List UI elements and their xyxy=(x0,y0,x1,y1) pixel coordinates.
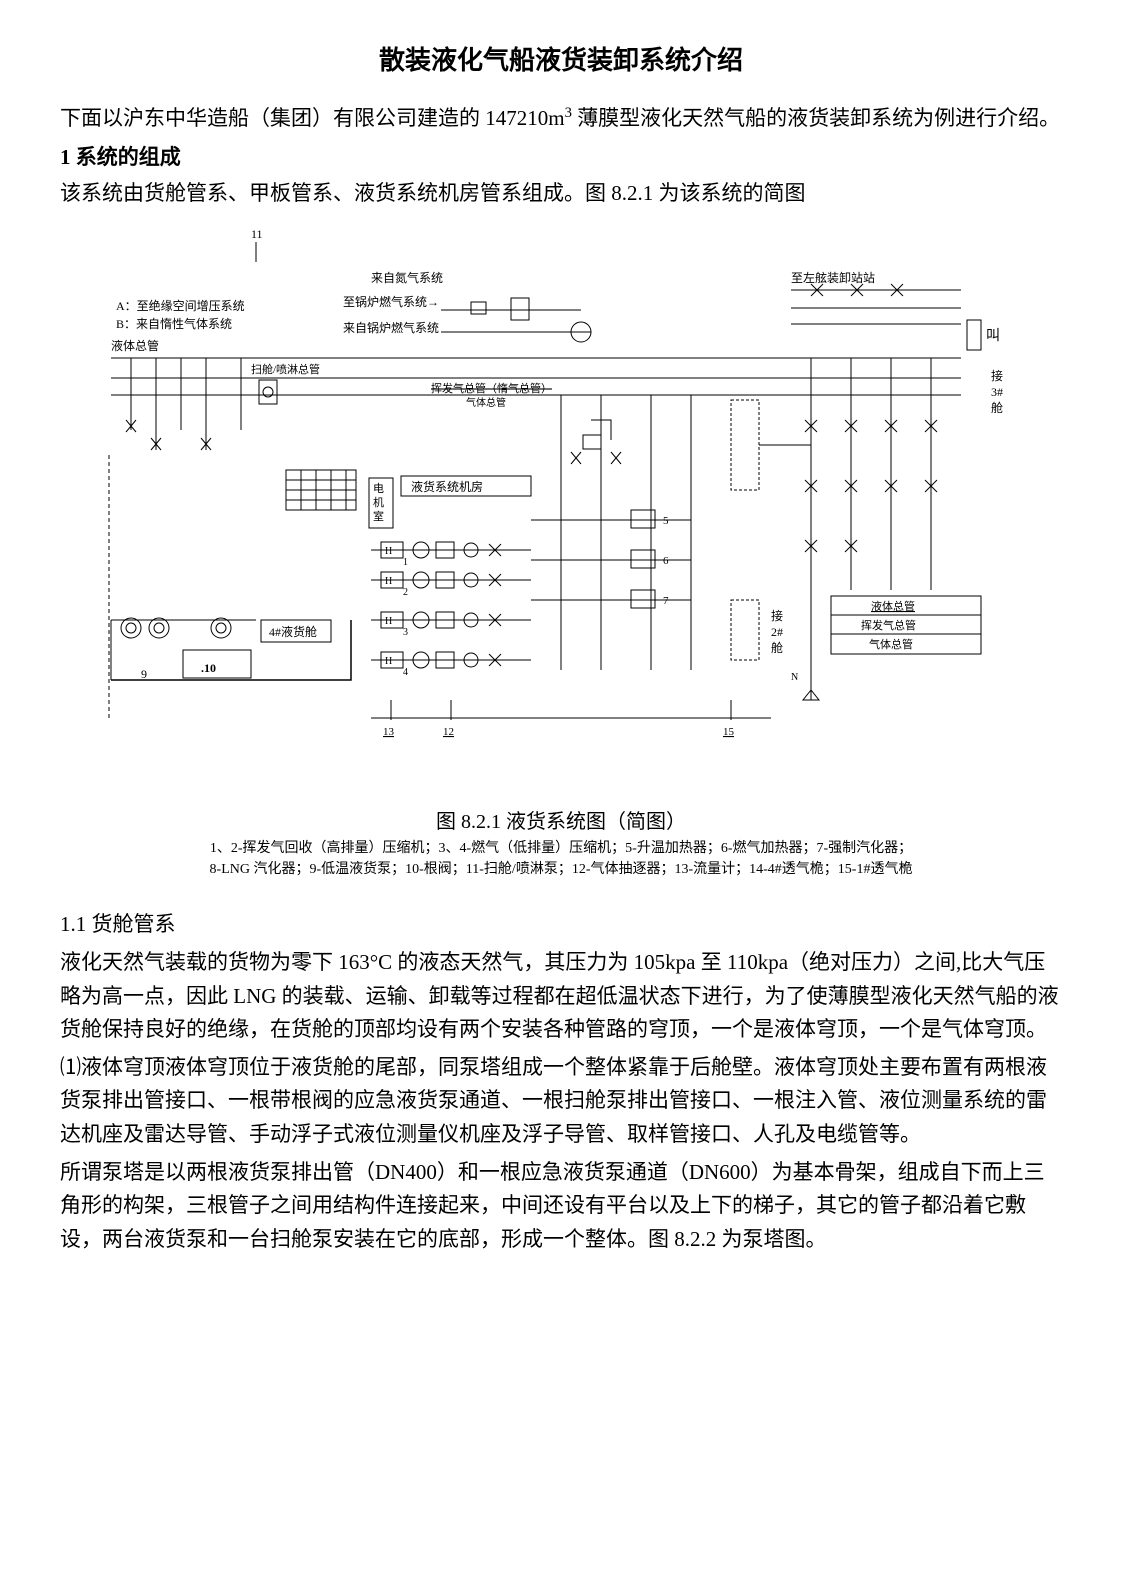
page-title: 散装液化气船液货装卸系统介绍 xyxy=(60,40,1062,82)
section-1-1-p3: 所谓泵塔是以两根液货泵排出管（DN400）和一根应急液货泵通道（DN600）为基… xyxy=(60,1156,1062,1257)
intro-text-2: 薄膜型液化天然气船的液货装卸系统为例进行介绍。 xyxy=(572,106,1060,130)
diag-label-liquidmain2: 液体总管 xyxy=(871,599,915,613)
svg-text:舱: 舱 xyxy=(991,401,1003,415)
svg-text:15: 15 xyxy=(723,726,735,738)
cargo-system-diagram: 11 来自氮气系统 至左舷装卸站站 A：至绝缘空间增压系统 B：来自惰性气体系统… xyxy=(91,220,1031,810)
diag-label-elec2: 机 xyxy=(373,495,384,509)
diag-label-room: 液货系统机房 xyxy=(411,479,483,494)
svg-text:2#: 2# xyxy=(771,625,783,639)
intro-sup: 3 xyxy=(565,105,572,121)
diag-label-jiao: 叫 xyxy=(986,328,1000,344)
diag-label-boiler2: 来自锅炉燃气系统 xyxy=(343,320,439,335)
svg-text:接: 接 xyxy=(771,608,783,623)
svg-text:2: 2 xyxy=(403,587,408,598)
svg-text:4: 4 xyxy=(403,667,408,678)
diag-label-11: 11 xyxy=(251,227,263,241)
diagram-caption: 图 8.2.1 液货系统图（简图） xyxy=(91,806,1031,838)
diag-label-ps: 至左舷装卸站站 xyxy=(791,270,875,285)
diag-label-n2: 来自氮气系统 xyxy=(371,270,443,285)
svg-text:H: H xyxy=(385,616,392,627)
svg-text:9: 9 xyxy=(141,667,147,681)
svg-text:5: 5 xyxy=(663,515,669,527)
diag-label-vaporrtn: 挥发气总管（惰气总管） xyxy=(431,381,552,395)
section-1-1-p2: ⑴液体穹顶液体穹顶位于液货舱的尾部，同泵塔组成一个整体紧靠于后舱壁。液体穹顶处主… xyxy=(60,1051,1062,1152)
diag-label-sweep: 扫舱/喷淋总管 xyxy=(251,362,320,376)
diagram-legend-1: 1、2-挥发气回收（高排量）压缩机；3、4-燃气（低排量）压缩机；5-升温加热器… xyxy=(91,838,1031,859)
section-1-1-p1: 液化天然气装载的货物为零下 163°C 的液态天然气，其压力为 105kpa 至… xyxy=(60,946,1062,1047)
diag-label-qiti2: 气体总管 xyxy=(869,637,913,651)
svg-text:3#: 3# xyxy=(991,385,1003,399)
diag-label-elec3: 室 xyxy=(373,509,384,523)
svg-text:H: H xyxy=(385,546,392,557)
diag-label-B: B：来自惰性气体系统 xyxy=(116,316,232,331)
section-1-1-head: 1.1 货舱管系 xyxy=(60,908,1062,942)
diag-label-boiler1: 至锅炉燃气系统→ xyxy=(343,294,439,309)
intro-paragraph: 下面以沪东中华造船（集团）有限公司建造的 147210m3 薄膜型液化天然气船的… xyxy=(60,102,1062,136)
intro-text-1: 下面以沪东中华造船（集团）有限公司建造的 147210m xyxy=(60,106,565,130)
svg-text:12: 12 xyxy=(443,726,454,738)
svg-text:1: 1 xyxy=(403,557,408,568)
diagram-legend-2: 8-LNG 汽化器；9-低温液货泵；10-根阀；11-扫舱/喷淋泵；12-气体抽… xyxy=(91,859,1031,880)
section-1-para: 该系统由货舱管系、甲板管系、液货系统机房管系组成。图 8.2.1 为该系统的简图 xyxy=(60,177,1062,211)
diag-label-liquidheader: 液体总管 xyxy=(111,338,159,353)
section-1-head: 1 系统的组成 xyxy=(60,141,1062,175)
diagram-container: 11 来自氮气系统 至左舷装卸站站 A：至绝缘空间增压系统 B：来自惰性气体系统… xyxy=(91,220,1031,880)
diag-label-vaporrtn2: 气体总管 xyxy=(466,396,506,409)
svg-text:接: 接 xyxy=(991,368,1003,383)
svg-text:N: N xyxy=(791,672,798,683)
diag-label-vapor2: 挥发气总管 xyxy=(861,618,916,632)
diag-label-elec1: 电 xyxy=(373,482,384,495)
svg-text:.10: .10 xyxy=(201,661,216,675)
svg-text:13: 13 xyxy=(383,726,395,738)
diag-label-A: A：至绝缘空间增压系统 xyxy=(116,298,245,313)
svg-text:H: H xyxy=(385,576,392,587)
diag-label-tank4: 4#液货舱 xyxy=(269,624,317,639)
svg-text:6: 6 xyxy=(663,555,669,567)
svg-text:3: 3 xyxy=(403,627,408,638)
svg-text:H: H xyxy=(385,656,392,667)
svg-text:7: 7 xyxy=(663,595,669,607)
svg-text:舱: 舱 xyxy=(771,641,783,655)
